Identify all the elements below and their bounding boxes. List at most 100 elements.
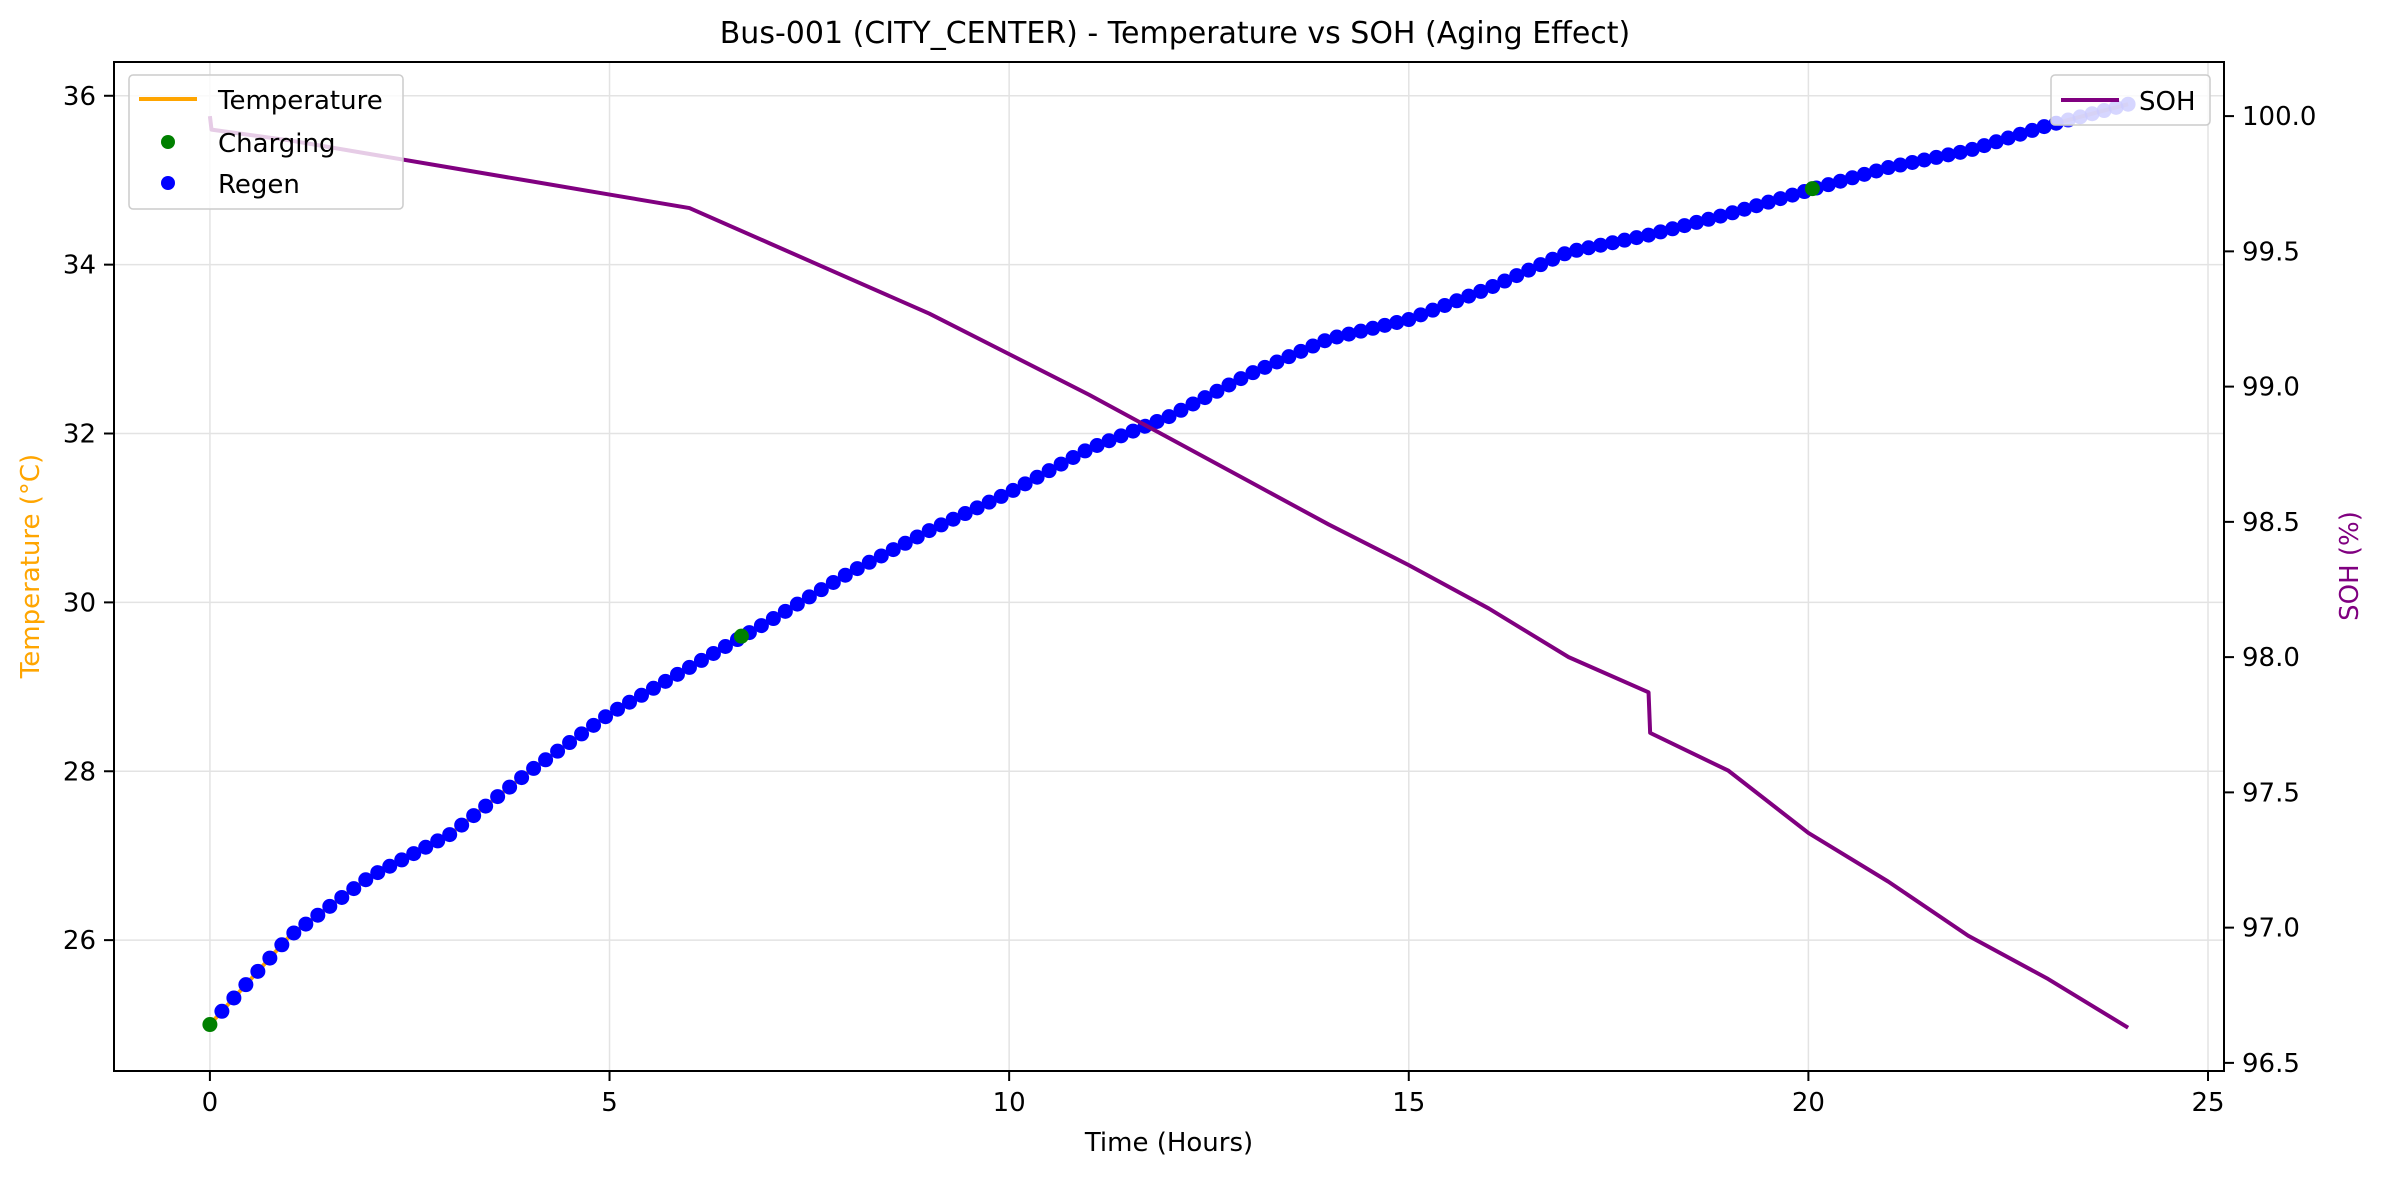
regen-point — [1269, 354, 1285, 370]
regen-point — [1545, 251, 1561, 267]
regen-point — [753, 618, 769, 634]
regen-point — [1832, 173, 1848, 189]
legend-regen-label: Regen — [218, 170, 300, 200]
regen-point — [1868, 163, 1884, 179]
regen-point — [1317, 333, 1333, 349]
regen-point — [358, 872, 374, 888]
legend-left-box — [128, 74, 404, 210]
regen-point — [574, 726, 590, 742]
regen-point — [1892, 157, 1908, 173]
regen-point — [2036, 119, 2052, 135]
regen-point — [262, 950, 278, 966]
regen-point — [1449, 293, 1465, 309]
regen-point — [921, 523, 937, 539]
y2-tick-label: 99.5 — [2242, 237, 2300, 267]
regen-point — [849, 561, 865, 577]
regen-point — [1245, 365, 1261, 381]
regen-point — [981, 494, 997, 510]
regen-point — [1736, 201, 1752, 217]
regen-point — [1413, 307, 1429, 323]
regen-point — [298, 916, 314, 932]
regen-point — [1293, 343, 1309, 359]
x-axis: 0 5 10 15 20 25 — [202, 1071, 2225, 1118]
regen-point — [861, 554, 877, 570]
regen-point — [1149, 413, 1165, 429]
regen-point — [250, 963, 266, 979]
regen-point — [1533, 257, 1549, 273]
legend-charging-label: Charging — [218, 129, 336, 159]
regen-point — [274, 937, 290, 953]
regen-point — [1329, 329, 1345, 345]
x-axis-label: Time (Hours) — [1084, 1128, 1253, 1158]
regen-point — [1653, 224, 1669, 240]
regen-point — [1940, 147, 1956, 163]
regen-point — [586, 717, 602, 733]
regen-point — [454, 817, 470, 833]
regen-point — [370, 865, 386, 881]
regen-point — [1629, 230, 1645, 246]
y-tick-label: 34 — [63, 251, 96, 281]
y-axis-right: 96.5 97.0 97.5 98.0 98.5 99.0 99.5 100.0 — [2224, 102, 2316, 1079]
regen-point — [765, 611, 781, 627]
regen-point — [789, 596, 805, 612]
regen-point — [801, 589, 817, 605]
regen-point — [1077, 443, 1093, 459]
y-tick-label: 36 — [63, 82, 96, 112]
regen-point — [693, 652, 709, 668]
regen-point — [538, 752, 554, 768]
regen-point — [514, 770, 530, 786]
regen-point — [1617, 232, 1633, 248]
y2-axis-label: SOH (%) — [2335, 511, 2365, 621]
regen-point — [610, 701, 626, 717]
regen-point — [885, 542, 901, 558]
charging-point — [202, 1017, 218, 1033]
regen-point — [238, 977, 254, 993]
regen-point — [598, 709, 614, 725]
regen-point — [1724, 205, 1740, 221]
y-tick-label: 28 — [63, 757, 96, 787]
regen-point — [1101, 433, 1117, 449]
charging-point — [733, 628, 749, 644]
x-tick-label: 25 — [2191, 1088, 2224, 1118]
regen-point — [777, 603, 793, 619]
regen-point — [681, 659, 697, 675]
regen-point — [1113, 428, 1129, 444]
regen-point — [322, 898, 338, 914]
charging-point — [1804, 181, 1820, 197]
regen-point — [310, 907, 326, 923]
chart-title: Bus-001 (CITY_CENTER) - Temperature vs S… — [720, 16, 1631, 51]
regen-point — [1341, 326, 1357, 342]
regen-point — [382, 858, 398, 874]
regen-point — [1065, 449, 1081, 465]
y2-tick-label: 99.0 — [2242, 373, 2300, 403]
regen-point — [526, 760, 542, 776]
regen-point — [1401, 312, 1417, 328]
regen-point — [1257, 359, 1273, 375]
regen-point — [1521, 262, 1537, 278]
regen-point — [1748, 198, 1764, 214]
y2-tick-label: 98.5 — [2242, 508, 2300, 538]
regen-point — [226, 990, 242, 1006]
x-tick-label: 5 — [601, 1088, 618, 1118]
regen-point — [1473, 283, 1489, 299]
regen-point — [897, 535, 913, 551]
regen-point — [430, 833, 446, 849]
legend-temperature-label: Temperature — [217, 86, 383, 116]
regen-point — [945, 511, 961, 527]
regen-point — [1437, 297, 1453, 313]
regen-point — [1017, 476, 1033, 492]
regen-point — [1197, 390, 1213, 406]
regen-point — [1221, 377, 1237, 393]
regen-point — [634, 687, 649, 703]
regen-point — [490, 789, 506, 805]
regen-point — [562, 735, 578, 751]
y2-tick-label: 98.0 — [2242, 643, 2300, 673]
regen-point — [705, 645, 721, 661]
regen-point — [957, 506, 973, 522]
regen-point — [1928, 149, 1944, 165]
x-tick-label: 10 — [993, 1088, 1026, 1118]
regen-point — [1976, 138, 1992, 154]
regen-point — [1461, 288, 1477, 304]
regen-point — [1173, 402, 1189, 418]
regen-point — [1952, 144, 1968, 160]
